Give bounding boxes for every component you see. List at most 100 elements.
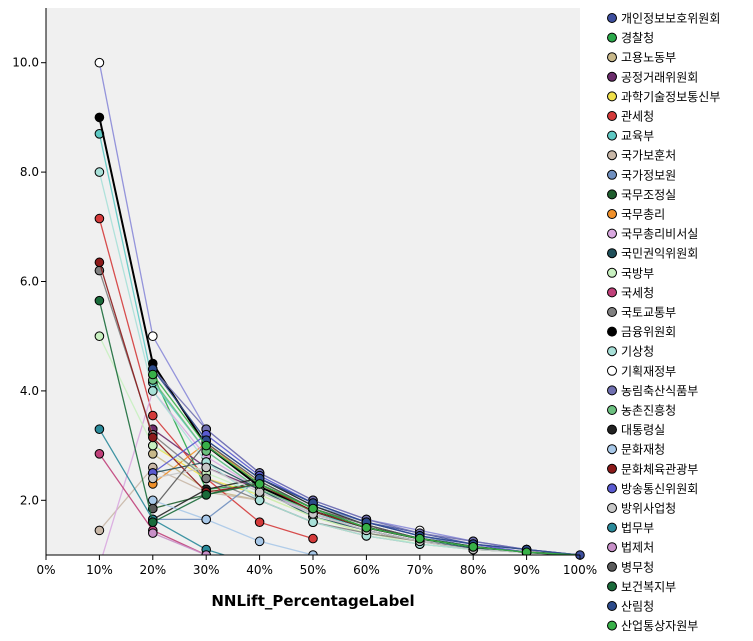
- data-point: [201, 550, 211, 555]
- legend-label: 방위사업청: [621, 502, 676, 516]
- legend-marker: [607, 561, 617, 572]
- x-tick-label: 30%: [193, 563, 220, 577]
- data-point: [94, 257, 105, 268]
- legend-marker: [607, 385, 617, 396]
- legend-label: 국무조정실: [621, 188, 676, 202]
- data-point: [148, 369, 158, 380]
- series-22: [148, 495, 581, 555]
- legend-marker: [607, 483, 617, 494]
- data-point: [148, 331, 158, 342]
- legend-label: 산업통상자원부: [621, 619, 698, 633]
- legend-marker: [607, 365, 617, 376]
- x-tick-label: 20%: [139, 563, 166, 577]
- legend-marker: [607, 444, 617, 455]
- x-tick-label: 100%: [563, 563, 597, 577]
- legend-marker: [607, 601, 617, 611]
- legend-label: 국민권익위원회: [621, 247, 698, 261]
- legend-label: 농림축산식품부: [621, 384, 698, 398]
- series-31: [148, 369, 580, 555]
- x-tick-label: 10%: [86, 563, 113, 577]
- legend-marker: [607, 405, 617, 415]
- data-point: [254, 517, 265, 527]
- legend-label: 관세청: [621, 110, 654, 124]
- legend-marker: [607, 91, 617, 102]
- y-axis: 2.0 4.0 6.0 8.0 10.0: [12, 56, 46, 507]
- legend-marker: [607, 150, 617, 161]
- legend-marker: [607, 13, 617, 23]
- x-tick-label: 70%: [406, 563, 433, 577]
- data-point: [201, 473, 211, 484]
- y-tick-label: 2.0: [20, 493, 39, 507]
- legend-label: 국세청: [621, 286, 654, 300]
- data-point: [361, 522, 372, 533]
- legend-marker: [607, 503, 617, 513]
- data-point: [201, 462, 211, 473]
- data-point: [94, 525, 105, 536]
- data-point: [94, 112, 105, 123]
- legend-marker: [607, 424, 617, 435]
- data-point: [201, 514, 211, 525]
- legend-marker: [607, 248, 617, 259]
- x-tick-label: 60%: [353, 563, 380, 577]
- data-point: [94, 424, 105, 434]
- legend-label: 병무청: [621, 560, 654, 574]
- data-point: [148, 432, 158, 443]
- y-tick-label: 6.0: [20, 275, 39, 289]
- data-point: [201, 490, 211, 500]
- x-axis: 0% 10% 20% 30% 40% 50% 60% 70% 80% 90% 100%: [36, 555, 597, 577]
- x-axis-title: NNLift_PercentageLabel: [211, 592, 414, 610]
- legend-label: 국방부: [621, 266, 654, 280]
- legend-label: 국무총리비서실: [621, 227, 698, 241]
- data-point: [254, 536, 265, 547]
- legend-marker: [607, 267, 617, 278]
- legend-marker: [607, 111, 617, 121]
- data-point: [148, 517, 158, 527]
- legend-marker: [607, 522, 617, 533]
- legend-label: 보건복지부: [621, 580, 676, 594]
- data-point: [254, 495, 265, 506]
- x-tick-label: 40%: [246, 563, 273, 577]
- data-point: [468, 541, 479, 552]
- legend-marker: [607, 287, 617, 298]
- legend-label: 고용노동부: [621, 51, 676, 65]
- data-point: [148, 440, 158, 451]
- data-point: [254, 487, 265, 497]
- legend-marker: [607, 169, 617, 180]
- legend-marker: [607, 620, 617, 631]
- data-point: [308, 533, 318, 544]
- legend-marker: [607, 346, 617, 357]
- y-tick-label: 10.0: [12, 56, 39, 70]
- series-27: [148, 528, 581, 555]
- data-point: [148, 410, 158, 421]
- data-point: [94, 449, 105, 459]
- data-point: [148, 449, 158, 459]
- legend-label: 교육부: [621, 129, 654, 143]
- legend-label: 개인정보보호위원회: [621, 12, 720, 26]
- x-tick-label: 0%: [36, 563, 55, 577]
- data-point: [201, 440, 211, 451]
- y-tick-label: 8.0: [20, 165, 39, 179]
- legend-label: 기획재정부: [621, 364, 676, 378]
- data-point: [148, 386, 158, 396]
- legend: 개인정보보호위원회경찰청고용노동부공정거래위원회과학기술정보통신부관세청교육부국…: [607, 12, 720, 633]
- data-point: [308, 517, 318, 527]
- data-point: [94, 213, 105, 224]
- legend-label: 방송통신위원회: [621, 482, 698, 496]
- legend-label: 공정거래위원회: [621, 70, 698, 84]
- legend-label: 문화재청: [621, 443, 665, 457]
- legend-label: 국무총리: [621, 208, 665, 222]
- x-tick-label: 50%: [300, 563, 327, 577]
- legend-label: 국토교통부: [621, 306, 676, 320]
- legend-marker: [607, 209, 617, 219]
- legend-marker: [607, 326, 617, 337]
- legend-marker: [607, 71, 617, 82]
- series-group: [94, 57, 581, 555]
- legend-marker: [607, 542, 617, 553]
- legend-label: 법무부: [621, 521, 654, 535]
- legend-label: 기상청: [621, 345, 654, 359]
- legend-label: 문화체육관광부: [621, 462, 698, 476]
- data-point: [148, 495, 158, 506]
- data-point: [254, 479, 265, 489]
- legend-marker: [607, 32, 617, 43]
